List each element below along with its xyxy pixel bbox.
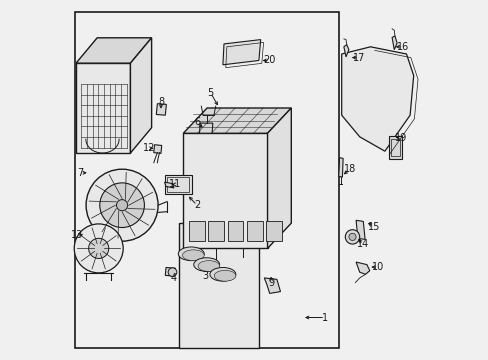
Polygon shape (355, 262, 369, 274)
Circle shape (88, 238, 108, 258)
Bar (227, 221, 243, 241)
Polygon shape (341, 47, 413, 151)
Text: 6: 6 (194, 117, 200, 127)
Polygon shape (165, 267, 175, 276)
Polygon shape (223, 40, 260, 65)
Bar (208, 221, 224, 241)
Ellipse shape (193, 258, 219, 271)
Circle shape (168, 268, 177, 276)
Bar (390, 139, 400, 156)
Polygon shape (76, 38, 151, 63)
Ellipse shape (209, 267, 235, 281)
Circle shape (100, 183, 144, 228)
Text: 15: 15 (367, 222, 380, 232)
Text: 9: 9 (267, 278, 274, 288)
Bar (164, 175, 192, 194)
Polygon shape (183, 108, 291, 133)
Bar (179, 223, 258, 348)
Polygon shape (164, 182, 174, 188)
Ellipse shape (198, 261, 219, 271)
Bar (167, 177, 189, 192)
Bar (246, 221, 263, 241)
Polygon shape (153, 145, 162, 153)
Text: 18: 18 (343, 164, 355, 174)
Polygon shape (343, 45, 348, 57)
Bar (266, 221, 282, 241)
Text: 3: 3 (202, 271, 207, 282)
Bar (388, 136, 401, 159)
Polygon shape (355, 220, 365, 239)
Circle shape (116, 199, 127, 211)
Polygon shape (130, 38, 151, 153)
Text: 16: 16 (396, 42, 408, 52)
Ellipse shape (178, 247, 204, 261)
Text: 12: 12 (142, 143, 155, 153)
Text: 2: 2 (193, 200, 200, 210)
Circle shape (348, 233, 355, 240)
Circle shape (74, 224, 123, 273)
Bar (188, 221, 204, 241)
Polygon shape (76, 63, 130, 153)
Text: 4: 4 (170, 273, 176, 283)
Text: 5: 5 (207, 88, 213, 98)
Polygon shape (391, 36, 396, 50)
Text: 14: 14 (356, 239, 368, 249)
Text: 10: 10 (371, 262, 384, 272)
Ellipse shape (214, 270, 235, 281)
Circle shape (345, 230, 359, 244)
Ellipse shape (182, 250, 204, 261)
Text: 1: 1 (322, 312, 327, 323)
Text: 13: 13 (70, 230, 82, 240)
Text: 8: 8 (158, 96, 163, 107)
Text: 19: 19 (394, 132, 407, 143)
Polygon shape (199, 123, 212, 133)
Polygon shape (264, 278, 280, 293)
Circle shape (86, 169, 158, 241)
Text: 20: 20 (263, 55, 275, 66)
Bar (75, 12, 338, 348)
Polygon shape (267, 108, 291, 248)
Text: 11: 11 (169, 179, 181, 189)
Polygon shape (338, 158, 343, 177)
Polygon shape (156, 104, 166, 115)
Text: 7: 7 (78, 168, 83, 178)
Polygon shape (183, 133, 267, 248)
Text: 17: 17 (352, 53, 365, 63)
